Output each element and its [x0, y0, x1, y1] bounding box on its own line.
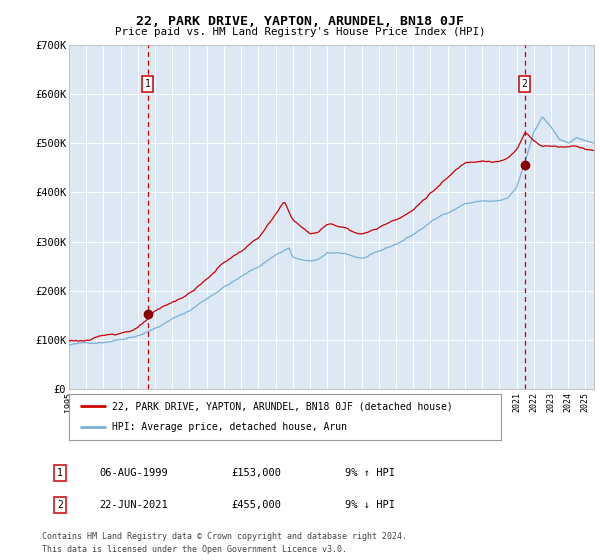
Text: 22, PARK DRIVE, YAPTON, ARUNDEL, BN18 0JF (detached house): 22, PARK DRIVE, YAPTON, ARUNDEL, BN18 0J… [112, 401, 453, 411]
Text: £455,000: £455,000 [231, 500, 281, 510]
Text: 22-JUN-2021: 22-JUN-2021 [99, 500, 168, 510]
Text: Price paid vs. HM Land Registry's House Price Index (HPI): Price paid vs. HM Land Registry's House … [115, 27, 485, 37]
Text: 2: 2 [521, 79, 527, 89]
Text: Contains HM Land Registry data © Crown copyright and database right 2024.
This d: Contains HM Land Registry data © Crown c… [42, 533, 407, 554]
Text: 9% ↑ HPI: 9% ↑ HPI [345, 468, 395, 478]
Text: 22, PARK DRIVE, YAPTON, ARUNDEL, BN18 0JF: 22, PARK DRIVE, YAPTON, ARUNDEL, BN18 0J… [136, 15, 464, 28]
Text: 2: 2 [57, 500, 63, 510]
Text: 06-AUG-1999: 06-AUG-1999 [99, 468, 168, 478]
Text: 9% ↓ HPI: 9% ↓ HPI [345, 500, 395, 510]
Text: £153,000: £153,000 [231, 468, 281, 478]
Text: 1: 1 [57, 468, 63, 478]
Text: HPI: Average price, detached house, Arun: HPI: Average price, detached house, Arun [112, 422, 347, 432]
Text: 1: 1 [145, 79, 151, 89]
